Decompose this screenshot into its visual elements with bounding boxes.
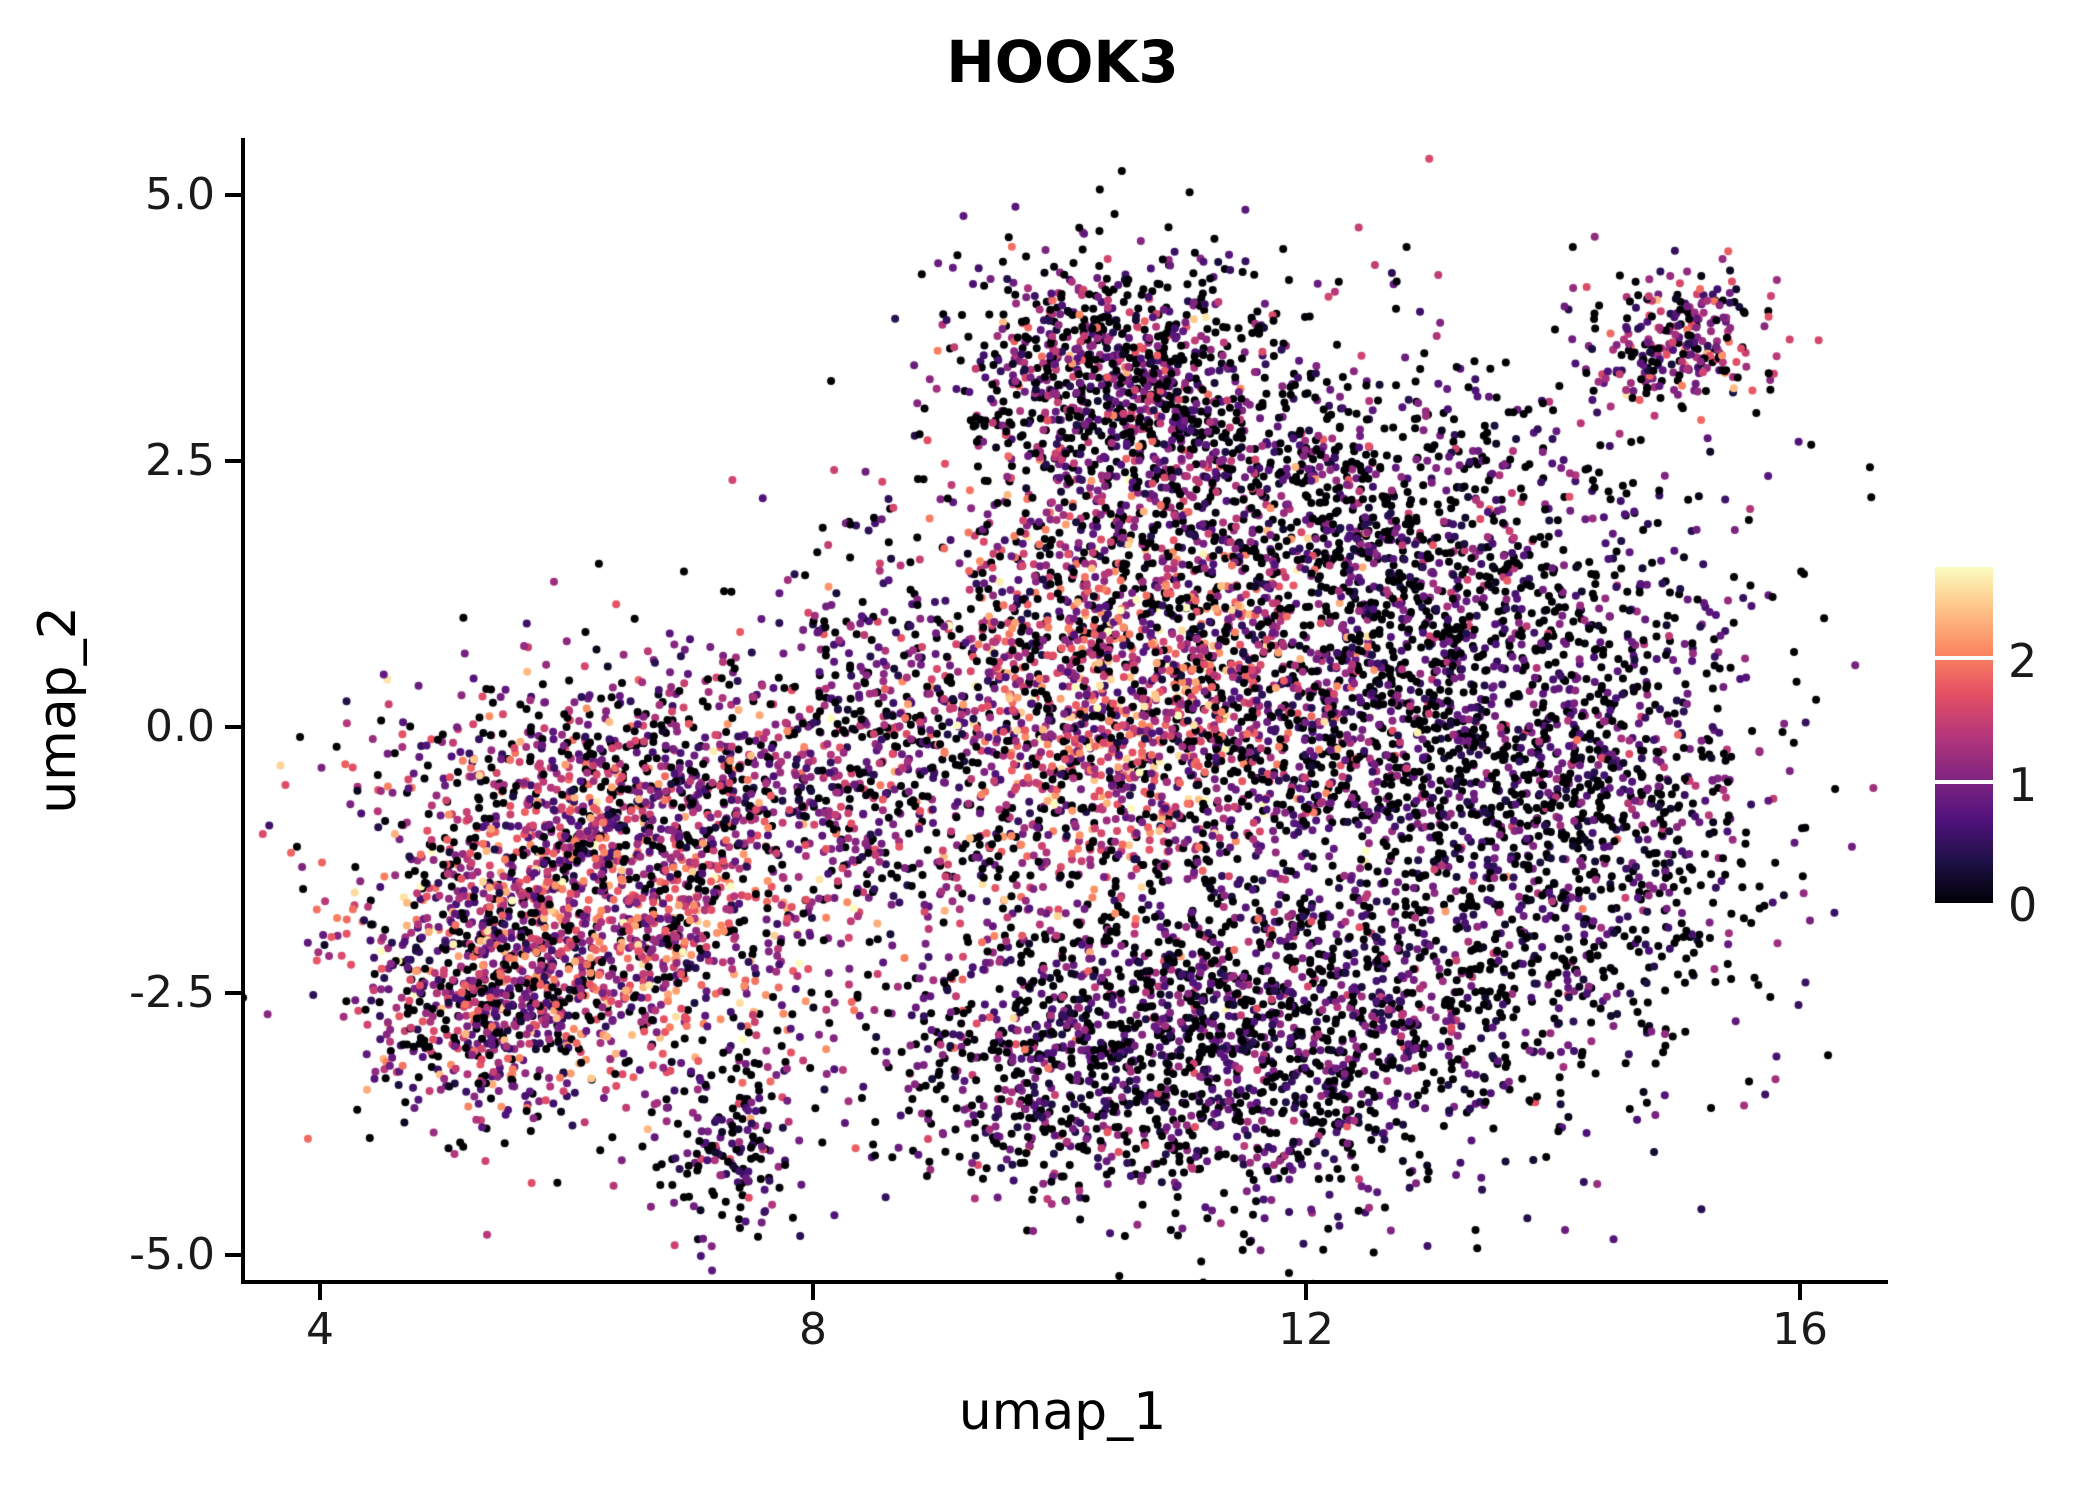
x-tick-label: 8 — [799, 1304, 827, 1355]
scatter-plot-canvas — [245, 140, 1880, 1280]
y-axis-line — [241, 138, 245, 1284]
x-tick-label: 12 — [1278, 1304, 1334, 1355]
x-tick-mark — [318, 1284, 322, 1300]
x-tick-label: 4 — [306, 1304, 334, 1355]
y-axis-label: umap_2 — [28, 606, 88, 814]
y-tick-label: -5.0 — [129, 1229, 215, 1280]
plot-title: HOOK3 — [946, 28, 1179, 96]
colorbar-tick — [1935, 656, 1993, 660]
y-tick-label: -2.5 — [129, 967, 215, 1018]
y-tick-mark — [225, 991, 241, 995]
colorbar-tick-label: 2 — [2008, 634, 2038, 688]
colorbar-tick — [1935, 903, 1993, 905]
y-tick-label: 5.0 — [145, 169, 215, 220]
y-tick-label: 0.0 — [145, 701, 215, 752]
x-axis-line — [241, 1280, 1888, 1284]
x-tick-label: 16 — [1772, 1304, 1828, 1355]
colorbar-gradient — [1935, 567, 1993, 905]
colorbar-tick-label: 1 — [2008, 758, 2038, 812]
x-tick-mark — [1798, 1284, 1802, 1300]
y-tick-mark — [225, 725, 241, 729]
y-tick-mark — [225, 1253, 241, 1257]
colorbar-tick — [1935, 780, 1993, 784]
x-tick-mark — [1304, 1284, 1308, 1300]
y-tick-mark — [225, 193, 241, 197]
y-tick-mark — [225, 459, 241, 463]
colorbar-tick-label: 0 — [2008, 878, 2038, 932]
y-tick-label: 2.5 — [145, 435, 215, 486]
x-tick-mark — [811, 1284, 815, 1300]
x-axis-label: umap_1 — [958, 1382, 1167, 1442]
colorbar — [1935, 567, 1993, 905]
